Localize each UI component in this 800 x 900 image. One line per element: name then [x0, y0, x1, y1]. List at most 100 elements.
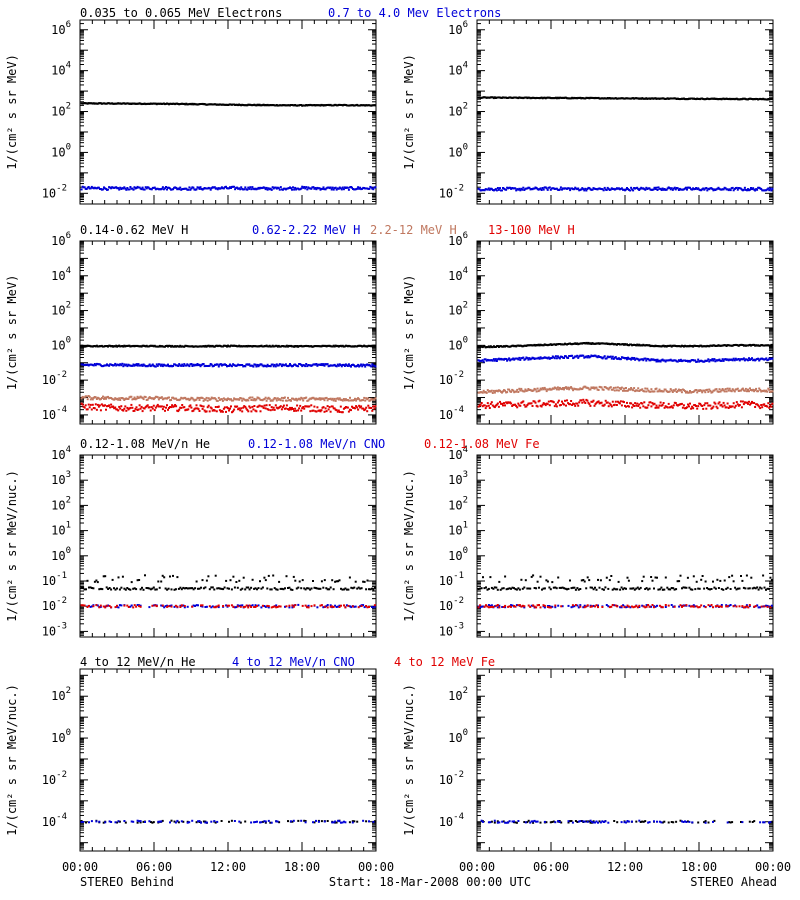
data-point: [261, 586, 264, 589]
data-point: [311, 396, 314, 399]
data-point: [581, 388, 584, 390]
data-point: [732, 97, 735, 100]
data-point: [630, 402, 633, 405]
data-point: [105, 586, 108, 589]
data-point: [279, 186, 282, 189]
data-point: [331, 405, 334, 408]
data-point: [251, 396, 254, 399]
data-point: [744, 401, 747, 404]
data-point: [480, 402, 483, 404]
data-point: [324, 407, 327, 410]
data-point: [563, 357, 565, 359]
data-point: [640, 402, 643, 404]
data-point: [504, 188, 506, 191]
data-point: [322, 363, 325, 366]
data-point: [674, 388, 677, 391]
data-point: [126, 345, 129, 347]
data-point: [275, 604, 278, 607]
data-point: [597, 389, 600, 391]
data-point: [281, 188, 284, 191]
data-point: [279, 399, 282, 402]
data-point: [126, 102, 129, 105]
data-point: [533, 187, 536, 190]
data-point: [680, 391, 683, 394]
data-point: [82, 363, 85, 366]
data-point: [726, 387, 729, 390]
data-point: [760, 404, 763, 406]
data-point: [166, 188, 168, 191]
data-point: [164, 587, 167, 590]
data-point: [765, 357, 768, 360]
data-point: [300, 409, 303, 412]
data-point: [568, 388, 571, 391]
data-point: [213, 588, 216, 591]
data-point: [267, 365, 270, 368]
data-point: [516, 357, 519, 360]
data-point: [516, 344, 519, 347]
data-point: [727, 407, 730, 409]
data-point: [305, 344, 308, 347]
data-point: [751, 400, 753, 403]
series-black: [80, 344, 377, 348]
data-point: [295, 409, 298, 412]
data-point: [644, 357, 647, 360]
data-point: [516, 388, 519, 391]
data-point: [736, 188, 739, 191]
data-point: [490, 401, 493, 404]
data-point: [242, 576, 245, 579]
data-point: [163, 576, 166, 579]
data-point: [734, 357, 737, 360]
data-point: [594, 403, 597, 406]
data-point: [268, 397, 271, 400]
data-point: [588, 187, 591, 190]
data-point: [126, 604, 129, 607]
data-point: [497, 96, 500, 99]
data-point: [182, 586, 185, 589]
data-point: [590, 343, 593, 345]
data-point: [580, 188, 583, 191]
data-point: [711, 391, 714, 394]
data-point: [239, 588, 242, 591]
data-point: [722, 401, 725, 404]
data-point: [136, 604, 139, 606]
data-point: [162, 405, 165, 408]
data-point: [244, 186, 247, 189]
data-point: [771, 187, 774, 190]
data-point: [652, 97, 655, 100]
data-point: [578, 355, 581, 358]
data-point: [546, 357, 549, 360]
data-point: [609, 403, 612, 406]
data-point: [372, 364, 375, 367]
data-point: [528, 389, 531, 391]
data-point: [181, 188, 184, 191]
data-point: [202, 399, 205, 402]
data-point: [102, 188, 104, 191]
data-point: [583, 400, 586, 403]
data-point: [752, 187, 755, 190]
data-point: [217, 606, 220, 609]
y-tick-exponent: 0: [463, 142, 468, 152]
data-point: [668, 390, 671, 393]
data-point: [169, 604, 171, 607]
data-point: [734, 404, 737, 407]
data-point: [149, 344, 152, 347]
data-point: [233, 586, 236, 589]
data-point: [264, 396, 267, 399]
data-point: [576, 354, 579, 357]
data-point: [573, 356, 576, 359]
data-point: [536, 405, 539, 408]
data-point: [499, 187, 501, 190]
data-point: [277, 187, 280, 190]
data-point: [291, 588, 294, 591]
data-point: [265, 399, 268, 402]
data-point: [95, 579, 98, 582]
data-point: [334, 604, 337, 607]
data-point: [640, 388, 643, 391]
data-point: [282, 404, 285, 407]
data-point: [545, 187, 548, 190]
data-point: [267, 396, 270, 399]
data-point: [272, 365, 275, 368]
data-point: [95, 398, 98, 400]
data-point: [554, 387, 557, 390]
